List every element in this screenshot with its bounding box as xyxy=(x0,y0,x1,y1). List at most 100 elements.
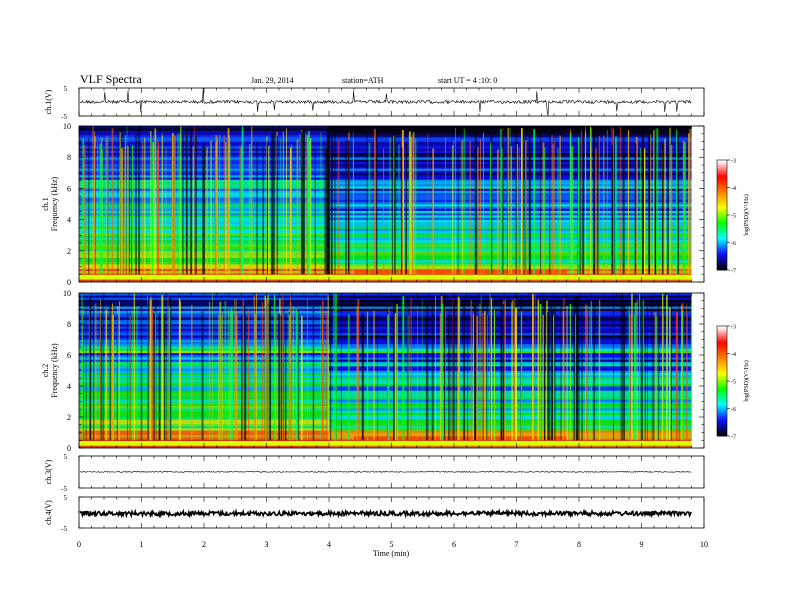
spectrogram-streak xyxy=(93,307,95,441)
spectrogram-streak xyxy=(540,133,541,275)
spectrogram-band xyxy=(79,388,329,391)
spectrogram-band xyxy=(79,359,329,362)
spectrogram-band xyxy=(329,264,692,267)
colorbar-step xyxy=(717,237,727,240)
spectrogram-streak xyxy=(493,309,495,441)
spectrogram-streak xyxy=(664,138,666,275)
spectrogram-streak xyxy=(596,131,599,275)
spectrogram-streak xyxy=(235,311,237,441)
spectrogram-band xyxy=(79,374,329,378)
colorbar-step xyxy=(717,196,727,199)
spectrogram-band xyxy=(329,359,692,362)
spectrogram-streak xyxy=(578,295,580,441)
spectrogram-streak xyxy=(131,308,133,441)
spectrogram-streak xyxy=(223,135,226,275)
spectrogram-band xyxy=(329,428,692,431)
spectrogram-band xyxy=(79,436,329,440)
colorbar-step xyxy=(717,224,727,227)
colorbar-tick-label: -5 xyxy=(731,214,736,220)
spectrogram-streak xyxy=(439,313,441,441)
spectrogram-streak xyxy=(489,293,491,441)
spectrogram-streak xyxy=(590,300,593,441)
spectrogram-band xyxy=(329,417,692,420)
spectrogram-band xyxy=(329,399,692,402)
spectrogram-band xyxy=(79,346,329,349)
spectrogram-band xyxy=(79,419,329,422)
spectrogram-band xyxy=(329,326,692,329)
spectrogram-streak xyxy=(92,126,94,275)
spectrogram-streak xyxy=(486,298,488,441)
colorbar-step xyxy=(717,202,727,205)
spectrogram-streak xyxy=(532,293,534,441)
spectrogram-streak xyxy=(117,127,119,275)
spectrogram-streak xyxy=(299,133,301,275)
spectrogram-streak xyxy=(389,137,391,275)
spectrogram-streak xyxy=(153,142,155,275)
spectrogram-streak xyxy=(182,132,184,275)
spectrogram-streak xyxy=(169,298,172,441)
spectrogram-streak xyxy=(102,294,105,441)
x-tick-label: 1 xyxy=(140,540,144,549)
spectrogram-streak xyxy=(228,135,230,275)
spectrogram-streak xyxy=(127,146,129,275)
spectrogram-streak xyxy=(415,138,417,275)
spectrogram-streak xyxy=(569,303,571,441)
spectrogram-band xyxy=(79,308,329,312)
spectrogram-band xyxy=(79,412,329,416)
colorbar-step xyxy=(717,421,727,424)
spectrogram-streak xyxy=(566,305,568,441)
colorbar-step xyxy=(717,353,727,356)
spectrogram-streak xyxy=(335,293,337,441)
spectrogram-band xyxy=(329,175,692,178)
spectrogram-band xyxy=(329,439,692,442)
spectrogram-streak xyxy=(452,298,454,441)
spectrogram-streak xyxy=(474,131,477,275)
spectrogram-band xyxy=(79,370,329,374)
spectrogram-streak xyxy=(254,313,256,441)
x-axis-label: Time (min) xyxy=(373,549,410,558)
spectrogram-band xyxy=(79,355,329,358)
colorbar-step xyxy=(717,348,727,351)
spectrogram-streak xyxy=(533,129,536,275)
spectrogram-streak xyxy=(448,314,450,441)
spectrogram-streak xyxy=(340,303,342,441)
spectrogram-streak xyxy=(391,135,393,275)
spectrogram-streak xyxy=(230,308,233,441)
figure-station: station=ATH xyxy=(342,76,384,85)
spectrogram-streak xyxy=(266,298,268,441)
spectrogram-streak xyxy=(640,147,642,275)
spectrogram-streak xyxy=(219,302,221,441)
waveform-panel-ch.3: 5 -5 ch.3(V) xyxy=(44,453,705,493)
spectrogram-streak xyxy=(490,133,493,275)
spectrogram-band xyxy=(79,439,329,442)
spectrogram-streak xyxy=(606,130,608,275)
spectrogram-band xyxy=(329,293,692,296)
spectrogram-streak xyxy=(288,314,291,441)
spectrogram-streak xyxy=(497,149,499,275)
spectrogram-streak xyxy=(253,295,255,441)
spectrogram-streak xyxy=(593,127,596,275)
spectrogram-streak xyxy=(510,146,513,275)
spectrogram-band xyxy=(329,141,692,145)
spectrogram-streak xyxy=(681,310,684,441)
spectrogram-streak xyxy=(580,130,583,275)
spectrogram-streak xyxy=(396,304,399,441)
spectrogram-band xyxy=(79,386,329,389)
spectrogram-panel-ch.1: 0 2 4 6 8 10 ch.1 Frequency (kHz) xyxy=(41,122,705,287)
colorbar-step xyxy=(717,176,727,179)
spectrogram-streak xyxy=(300,315,303,441)
spectrogram-streak xyxy=(264,295,267,441)
spectrogram-streak xyxy=(195,135,197,275)
colorbar-step xyxy=(717,428,727,431)
spectrogram-streak xyxy=(491,298,493,441)
spectrogram-streak xyxy=(394,313,397,441)
spectrogram-streak xyxy=(347,140,350,275)
spectrogram-streak xyxy=(613,293,614,441)
colorbar-step xyxy=(717,231,727,234)
spectrogram-streak xyxy=(546,300,548,441)
spectrogram-streak xyxy=(161,132,163,275)
spectrogram-streak xyxy=(662,144,664,275)
spectrogram-streak xyxy=(479,303,481,441)
spectrogram-band xyxy=(329,246,692,249)
spectrogram-streak xyxy=(190,129,193,275)
